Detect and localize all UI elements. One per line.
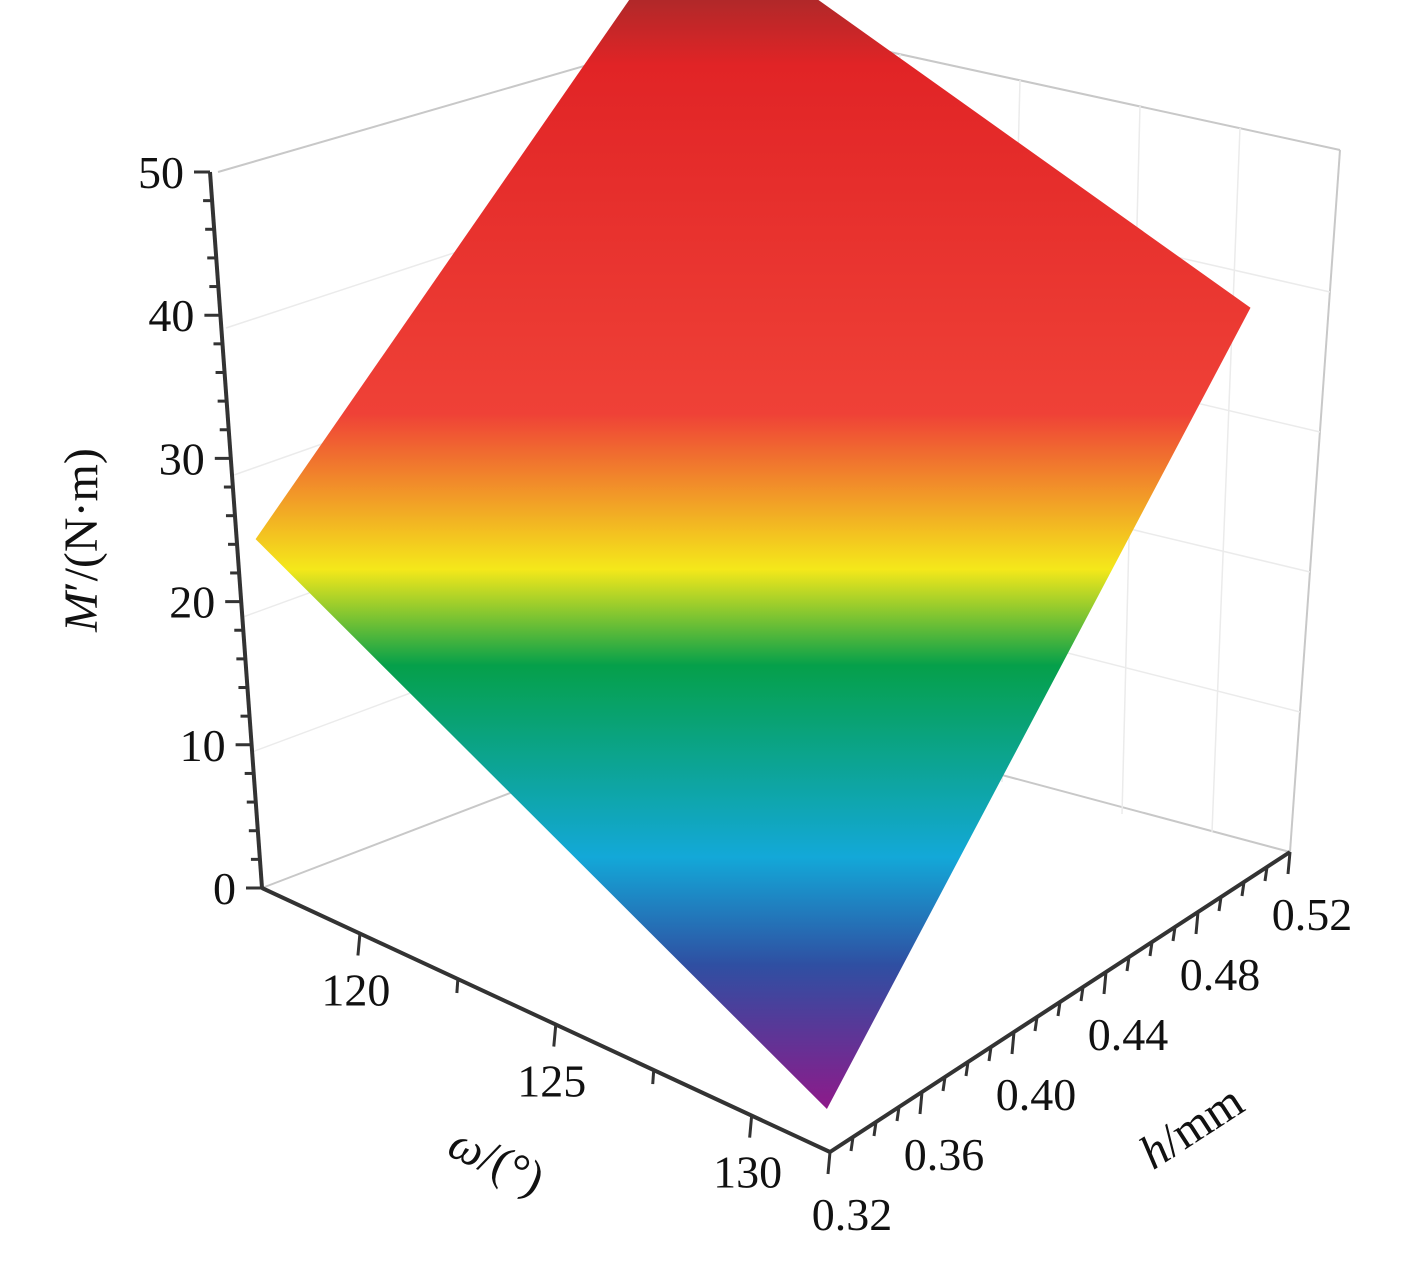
h-tick-label-0: 0.32 [812,1189,893,1240]
h-tick-label-5: 0.52 [1272,889,1353,940]
h-minor-tick [1171,926,1177,942]
z-ticks: 0 10 20 30 40 50 [138,147,262,914]
z-axis-title: M′/(N·m) [55,448,108,633]
h-tick-label-1: 0.36 [904,1129,985,1180]
z-tick-label-3: 30 [159,433,205,484]
h-major-tick [1286,851,1292,875]
h-minor-tick [1240,881,1246,897]
h-minor-tick [1033,1016,1039,1032]
h-tick-label-2: 0.40 [996,1069,1077,1120]
h-minor-tick [1148,941,1154,957]
omega-ticks: 120 125 130 [321,933,782,1198]
omega-tick-label-0: 120 [321,965,390,1016]
h-major-tick [1194,911,1200,935]
omega-axis-title: ω/(°) [441,1116,553,1206]
h-axis-title: h/mm [1130,1074,1253,1179]
h-minor-tick [941,1076,947,1092]
h-minor-tick [895,1106,901,1122]
omega-tick-label-2: 130 [713,1147,782,1198]
h-tick-label-3: 0.44 [1088,1009,1169,1060]
omega-major-tick [552,1024,558,1047]
surface-plane [255,0,1251,1109]
z-tick-label-5: 50 [138,147,184,198]
z-tick-label-4: 40 [148,290,194,341]
h-minor-tick [1263,866,1269,882]
h-minor-tick [1217,896,1223,912]
h-minor-tick [1056,1001,1062,1017]
h-major-tick [918,1091,924,1115]
h-minor-tick [872,1121,878,1137]
h-tick-label-4: 0.48 [1180,949,1261,1000]
h-minor-tick [964,1061,970,1077]
grid-right-wall-v4 [1211,127,1241,833]
z-axis-line [208,171,264,889]
z-tick-label-0: 0 [213,863,236,914]
h-major-tick [1010,1031,1016,1055]
omega-major-tick [356,933,362,956]
omega-minor-tick [651,1069,656,1085]
omega-major-tick [748,1115,754,1138]
h-ticks: 0.320.360.400.440.480.52 [812,851,1353,1240]
h-major-tick [1102,971,1108,995]
box-right-vertical [1289,149,1341,853]
h-major-tick [826,1151,832,1175]
z-tick-label-1: 10 [180,720,226,771]
z-tick-label-2: 20 [169,577,215,628]
omega-minor-tick [455,978,460,994]
omega-axis-line [261,886,831,1154]
h-minor-tick [849,1136,855,1152]
h-minor-tick [987,1046,993,1062]
omega-tick-label-1: 125 [517,1056,586,1107]
h-minor-tick [1079,986,1085,1002]
h-minor-tick [1125,956,1131,972]
